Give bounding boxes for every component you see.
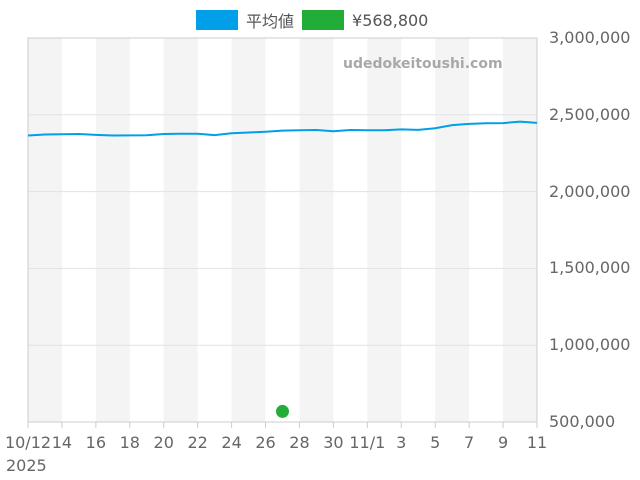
y-tick-label: 1,000,000 xyxy=(549,335,631,355)
x-tick-label: 20 xyxy=(153,433,174,452)
x-tick-label: 22 xyxy=(187,433,208,452)
background-band xyxy=(435,38,470,422)
watermark: udedokeitoushi.com xyxy=(343,56,503,72)
price-point xyxy=(276,404,289,418)
legend-swatch-price xyxy=(302,10,345,30)
x-tick-label: 5 xyxy=(430,433,441,452)
x-tick-label: 26 xyxy=(255,433,276,452)
x-tick-label: 14 xyxy=(51,433,73,452)
x-tick-label: 3 xyxy=(396,433,407,452)
y-tick-label: 2,000,000 xyxy=(549,181,631,201)
x-tick-label: 9 xyxy=(497,433,509,452)
legend-swatch-average xyxy=(196,10,238,30)
background-band xyxy=(231,38,266,422)
background-band xyxy=(367,38,402,422)
background-band xyxy=(28,38,62,422)
legend: 平均値 ¥568,800 xyxy=(196,8,436,32)
y-tick-label: 500,000 xyxy=(549,412,616,431)
y-tick-label: 2,500,000 xyxy=(549,104,631,124)
y-tick-label: 3,000,000 xyxy=(549,28,631,47)
x-tick-label: 11 xyxy=(526,433,548,452)
legend-item-average[interactable]: 平均値 xyxy=(196,8,294,32)
legend-item-price[interactable]: ¥568,800 xyxy=(302,10,428,30)
background-band xyxy=(95,38,130,422)
x-tick-label: 16 xyxy=(85,433,107,452)
legend-label-average: 平均値 xyxy=(246,12,295,31)
x-tick-label: 10/12 xyxy=(4,433,52,452)
x-tick-label: 24 xyxy=(221,433,242,452)
legend-label-price: ¥568,800 xyxy=(352,10,429,30)
x-tick-label: 7 xyxy=(464,433,475,452)
average-price-line xyxy=(27,120,538,137)
x-tick-label: 11/1 xyxy=(349,433,386,452)
background-band xyxy=(163,38,198,422)
plot-frame xyxy=(27,37,538,423)
x-tick-label: 30 xyxy=(323,433,344,452)
background-band xyxy=(503,38,537,422)
x-tick-label: 28 xyxy=(289,433,310,452)
x-tick-label: 18 xyxy=(119,433,140,452)
y-tick-label: 1,500,000 xyxy=(549,258,631,278)
x-axis-year-label: 2025 xyxy=(6,456,47,475)
background-band xyxy=(299,38,334,422)
